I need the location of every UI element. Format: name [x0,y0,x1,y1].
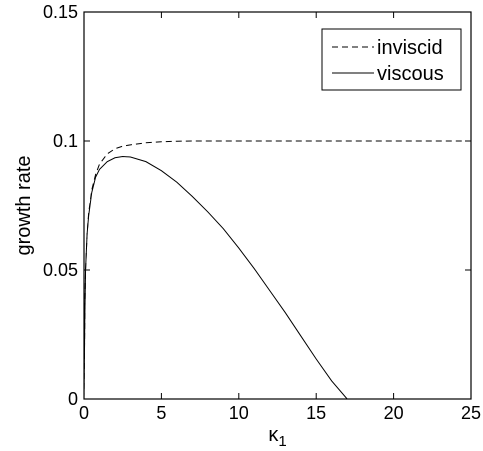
x-axis-label-subscript: 1 [278,433,286,450]
legend-box [321,28,462,91]
legend: inviscid viscous [321,28,462,91]
x-tick-label: 20 [384,403,404,423]
series-layer [83,140,471,400]
x-tick-label: 5 [156,403,166,423]
y-axis-label: growth rate [13,155,35,255]
x-tick-label: 25 [461,403,481,423]
x-axis-label-symbol: κ [268,424,279,446]
x-axis-label: κ1 [268,424,286,450]
x-tick-label: 0 [79,403,89,423]
x-tick-label: 10 [229,403,249,423]
y-tick-label: 0.15 [43,2,78,22]
y-tick-label: 0 [68,389,78,409]
x-tick-label: 15 [306,403,326,423]
legend-label-inviscid: inviscid [377,37,443,59]
series-line-inviscid [83,140,471,400]
y-tick-label: 0.1 [53,131,78,151]
series-line-viscous [83,155,358,400]
y-tick-label: 0.05 [43,260,78,280]
plot-frame [83,11,472,400]
ticks-layer: 0 5 10 15 20 25 0 0.05 0.1 0.15 [43,2,481,423]
legend-label-viscous: viscous [377,63,444,85]
